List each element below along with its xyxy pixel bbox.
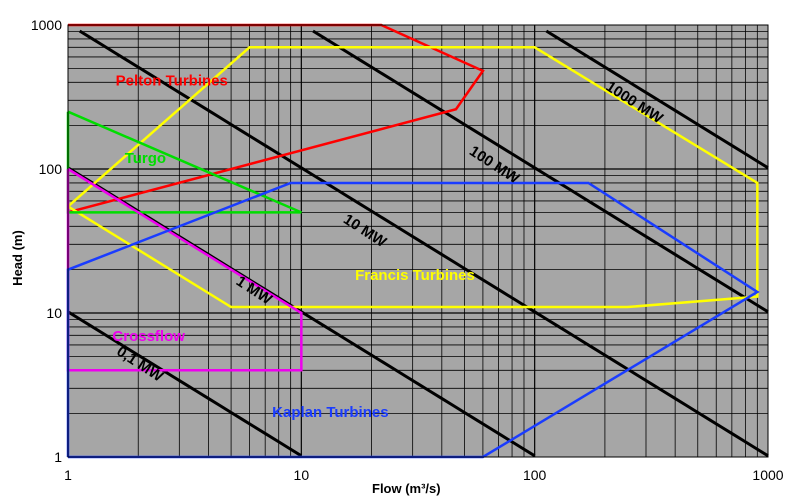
annotation-label: Francis Turbines: [355, 267, 475, 284]
x-axis-label: Flow (m³/s): [372, 481, 441, 496]
tick-labels: 1 10 100 1000 1 10 100 1000: [31, 17, 784, 483]
y-tick-label: 100: [39, 161, 63, 177]
power-line: [312, 29, 769, 314]
power-line: [78, 29, 769, 458]
y-tick-label: 10: [46, 305, 62, 321]
power-line: [67, 310, 303, 458]
plot-frame: [67, 24, 769, 458]
y-axis-label: Head (m): [10, 230, 25, 286]
x-tick-label: 1: [64, 467, 72, 483]
y-tick-label: 1: [54, 449, 62, 465]
annotation-label: Kaplan Turbines: [272, 404, 388, 421]
annotation-label: Turgo: [125, 150, 166, 167]
x-tick-label: 1000: [752, 467, 783, 483]
annotation-label: Crossflow: [112, 328, 185, 345]
x-tick-label: 10: [294, 467, 310, 483]
power-line: [545, 29, 769, 170]
y-tick-label: 1000: [31, 17, 62, 33]
annotation-label: Pelton Turbines: [116, 73, 228, 90]
region-francis-turbines: [67, 46, 759, 309]
x-tick-label: 100: [523, 467, 547, 483]
